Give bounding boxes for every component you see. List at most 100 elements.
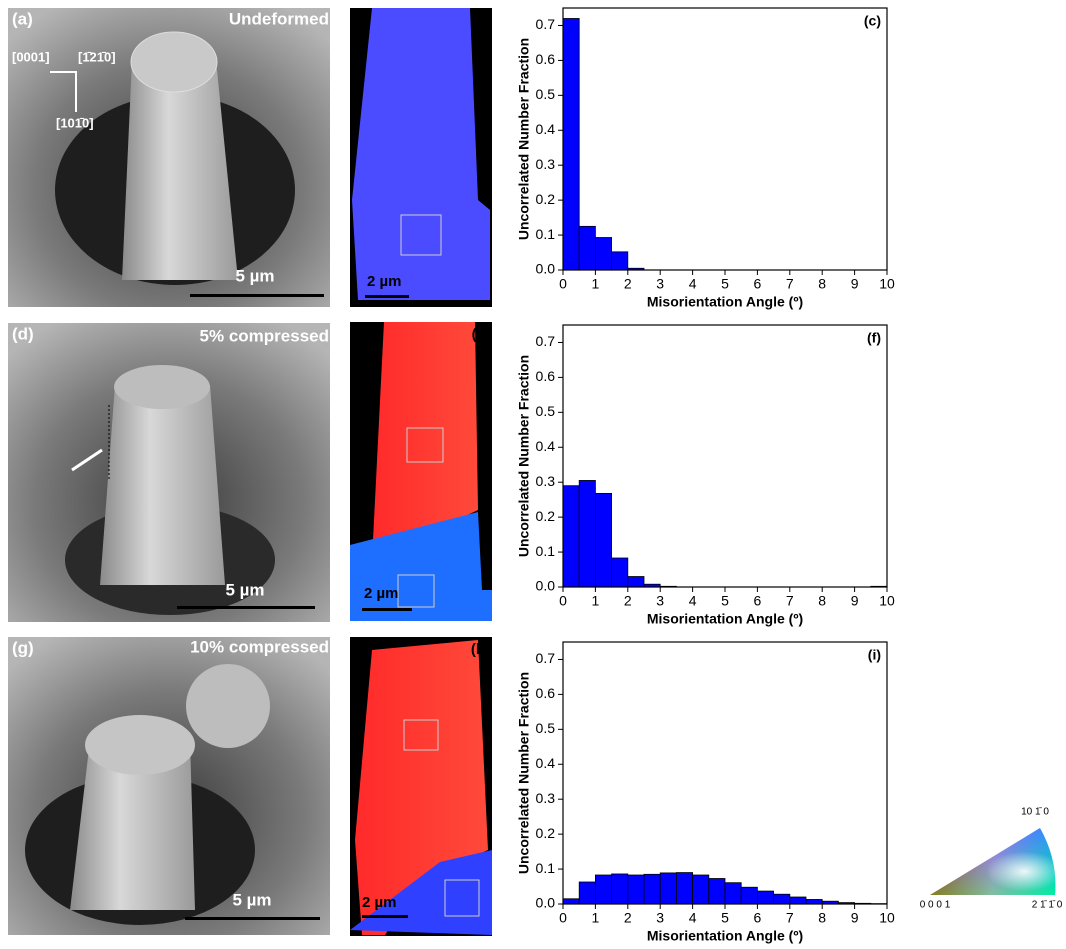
y-tick-label: 0.4 xyxy=(536,755,556,771)
bar xyxy=(628,875,644,904)
y-tick-label: 0.2 xyxy=(536,508,556,524)
ebsd-map xyxy=(350,322,492,621)
x-tick-label: 5 xyxy=(721,593,729,609)
direction: [101̄0] xyxy=(56,115,94,130)
x-tick-label: 6 xyxy=(754,276,762,292)
y-tick-label: 0.1 xyxy=(536,860,556,876)
scale-bar-label: 5 µm xyxy=(232,890,271,909)
y-tick-label: 0.5 xyxy=(536,720,556,736)
ebsd-map xyxy=(350,8,492,307)
ipf-label: 2 1̄ 1̄ 0 xyxy=(1032,900,1063,911)
x-tick-label: 10 xyxy=(879,910,895,926)
bar xyxy=(595,493,611,587)
panel-label: (e) xyxy=(472,326,490,343)
y-tick-label: 0.0 xyxy=(536,578,556,594)
direction: [1̄21̄0] xyxy=(78,49,116,64)
y-axis-label: Uncorrelated Number Fraction xyxy=(516,355,532,557)
bar xyxy=(563,486,579,587)
x-tick-label: 1 xyxy=(592,276,600,292)
x-tick-label: 6 xyxy=(754,910,762,926)
bar xyxy=(628,577,644,587)
bar xyxy=(806,899,822,904)
x-tick-label: 4 xyxy=(689,910,697,926)
panel-label: (g) xyxy=(12,638,34,657)
figure: (a) Undeformed [0001] [1̄21̄0] [101̄0] 5… xyxy=(0,0,1066,949)
y-tick-label: 0.2 xyxy=(536,191,556,207)
ipf-label: 0 0 0 1 xyxy=(920,900,951,911)
y-tick-label: 0.1 xyxy=(536,543,556,559)
x-axis-label: Misorientation Angle (º) xyxy=(647,928,803,944)
panel-label: (f) xyxy=(867,330,881,346)
y-tick-label: 0.3 xyxy=(536,473,556,489)
bar xyxy=(579,226,595,270)
bar xyxy=(612,558,628,587)
x-tick-label: 5 xyxy=(721,910,729,926)
y-tick-label: 0.3 xyxy=(536,790,556,806)
x-tick-label: 9 xyxy=(851,910,859,926)
scale-bar-label: 5 µm xyxy=(235,266,274,285)
caption: Undeformed xyxy=(229,9,329,28)
panel-label: (h) xyxy=(471,641,490,658)
y-tick-label: 0.1 xyxy=(536,226,556,242)
y-tick-label: 0.0 xyxy=(536,261,556,277)
bar xyxy=(579,480,595,587)
x-tick-label: 0 xyxy=(559,276,567,292)
scale-bar-label: 2 µm xyxy=(367,273,402,290)
scale-bar-label: 2 µm xyxy=(364,585,399,602)
y-tick-label: 0.6 xyxy=(536,51,556,67)
panel-label: (b) xyxy=(471,11,490,28)
y-tick-label: 0.7 xyxy=(536,16,556,32)
caption: 10% compressed xyxy=(190,637,329,656)
x-tick-label: 7 xyxy=(786,276,794,292)
y-tick-label: 0.3 xyxy=(536,156,556,172)
bar xyxy=(595,875,611,904)
x-axis-label: Misorientation Angle (º) xyxy=(647,294,803,310)
y-tick-label: 0.4 xyxy=(536,438,556,454)
bar xyxy=(741,887,757,904)
panel-label: (i) xyxy=(868,647,881,663)
x-tick-label: 0 xyxy=(559,593,567,609)
x-tick-label: 6 xyxy=(754,593,762,609)
bar xyxy=(595,238,611,270)
y-tick-label: 0.5 xyxy=(536,86,556,102)
caption: 5% compressed xyxy=(200,326,329,345)
bar xyxy=(676,873,692,904)
panel-label: (d) xyxy=(12,324,34,343)
x-tick-label: 8 xyxy=(818,276,826,292)
x-tick-label: 3 xyxy=(656,593,664,609)
x-tick-label: 2 xyxy=(624,593,632,609)
bar xyxy=(563,18,579,270)
direction: [0001] xyxy=(12,49,50,64)
x-tick-label: 4 xyxy=(689,593,697,609)
bar xyxy=(563,899,579,904)
y-tick-label: 0.4 xyxy=(536,121,556,137)
y-tick-label: 0.6 xyxy=(536,685,556,701)
x-tick-label: 0 xyxy=(559,910,567,926)
x-tick-label: 2 xyxy=(624,910,632,926)
x-tick-label: 5 xyxy=(721,276,729,292)
y-tick-label: 0.0 xyxy=(536,895,556,911)
bar xyxy=(757,891,773,904)
bar xyxy=(579,882,595,904)
y-tick-label: 0.7 xyxy=(536,650,556,666)
x-tick-label: 8 xyxy=(818,910,826,926)
y-tick-label: 0.7 xyxy=(536,333,556,349)
x-axis-label: Misorientation Angle (º) xyxy=(647,611,803,627)
x-tick-label: 7 xyxy=(786,593,794,609)
bar xyxy=(709,878,725,904)
ipf-legend xyxy=(930,828,1055,895)
y-tick-label: 0.2 xyxy=(536,825,556,841)
y-tick-label: 0.6 xyxy=(536,368,556,384)
panel-label: (c) xyxy=(864,13,881,29)
x-tick-label: 4 xyxy=(689,276,697,292)
y-axis-label: Uncorrelated Number Fraction xyxy=(516,672,532,874)
sem-image xyxy=(8,323,330,622)
y-axis-label: Uncorrelated Number Fraction xyxy=(516,38,532,240)
sem-image xyxy=(8,8,330,307)
ebsd-map xyxy=(350,637,492,936)
x-tick-label: 10 xyxy=(879,276,895,292)
x-tick-label: 9 xyxy=(851,593,859,609)
x-tick-label: 10 xyxy=(879,593,895,609)
sem-image xyxy=(8,637,330,935)
bar xyxy=(612,874,628,904)
